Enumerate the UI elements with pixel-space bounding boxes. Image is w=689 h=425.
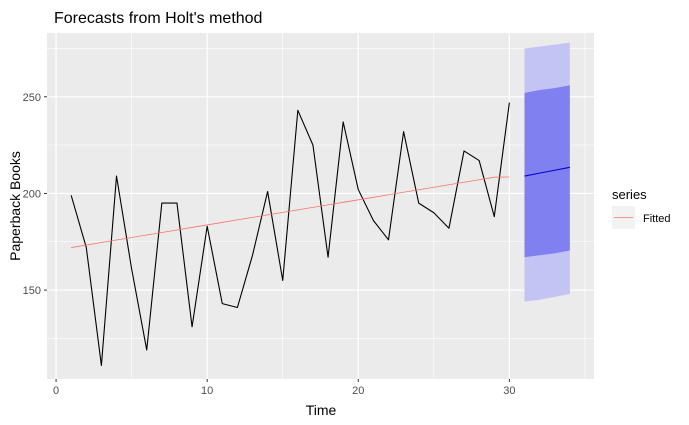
grid-major	[47, 33, 594, 379]
chart-title: Forecasts from Holt's method	[54, 10, 262, 27]
grid-minor	[47, 33, 594, 379]
x-tick-label: 20	[352, 385, 364, 397]
x-axis-title: Time	[306, 402, 337, 418]
x-tick-label: 0	[53, 385, 59, 397]
observed-series-line	[70, 102, 510, 367]
y-axis: 150 200 250	[23, 92, 47, 297]
y-axis-title: Paperback Books	[7, 151, 23, 261]
forecast-series-line	[524, 166, 570, 177]
x-axis: 0 10 20 30	[53, 379, 516, 397]
legend-label-fitted: Fitted	[643, 213, 671, 225]
x-tick-label: 30	[503, 385, 515, 397]
legend-title: series	[612, 187, 647, 202]
series-lines	[70, 102, 570, 367]
y-tick-label: 200	[23, 188, 41, 200]
y-tick-label: 250	[23, 92, 41, 104]
y-tick-label: 150	[23, 285, 41, 297]
legend: series Fitted	[612, 187, 671, 229]
fitted-series-line	[71, 176, 510, 248]
x-tick-label: 10	[201, 385, 213, 397]
